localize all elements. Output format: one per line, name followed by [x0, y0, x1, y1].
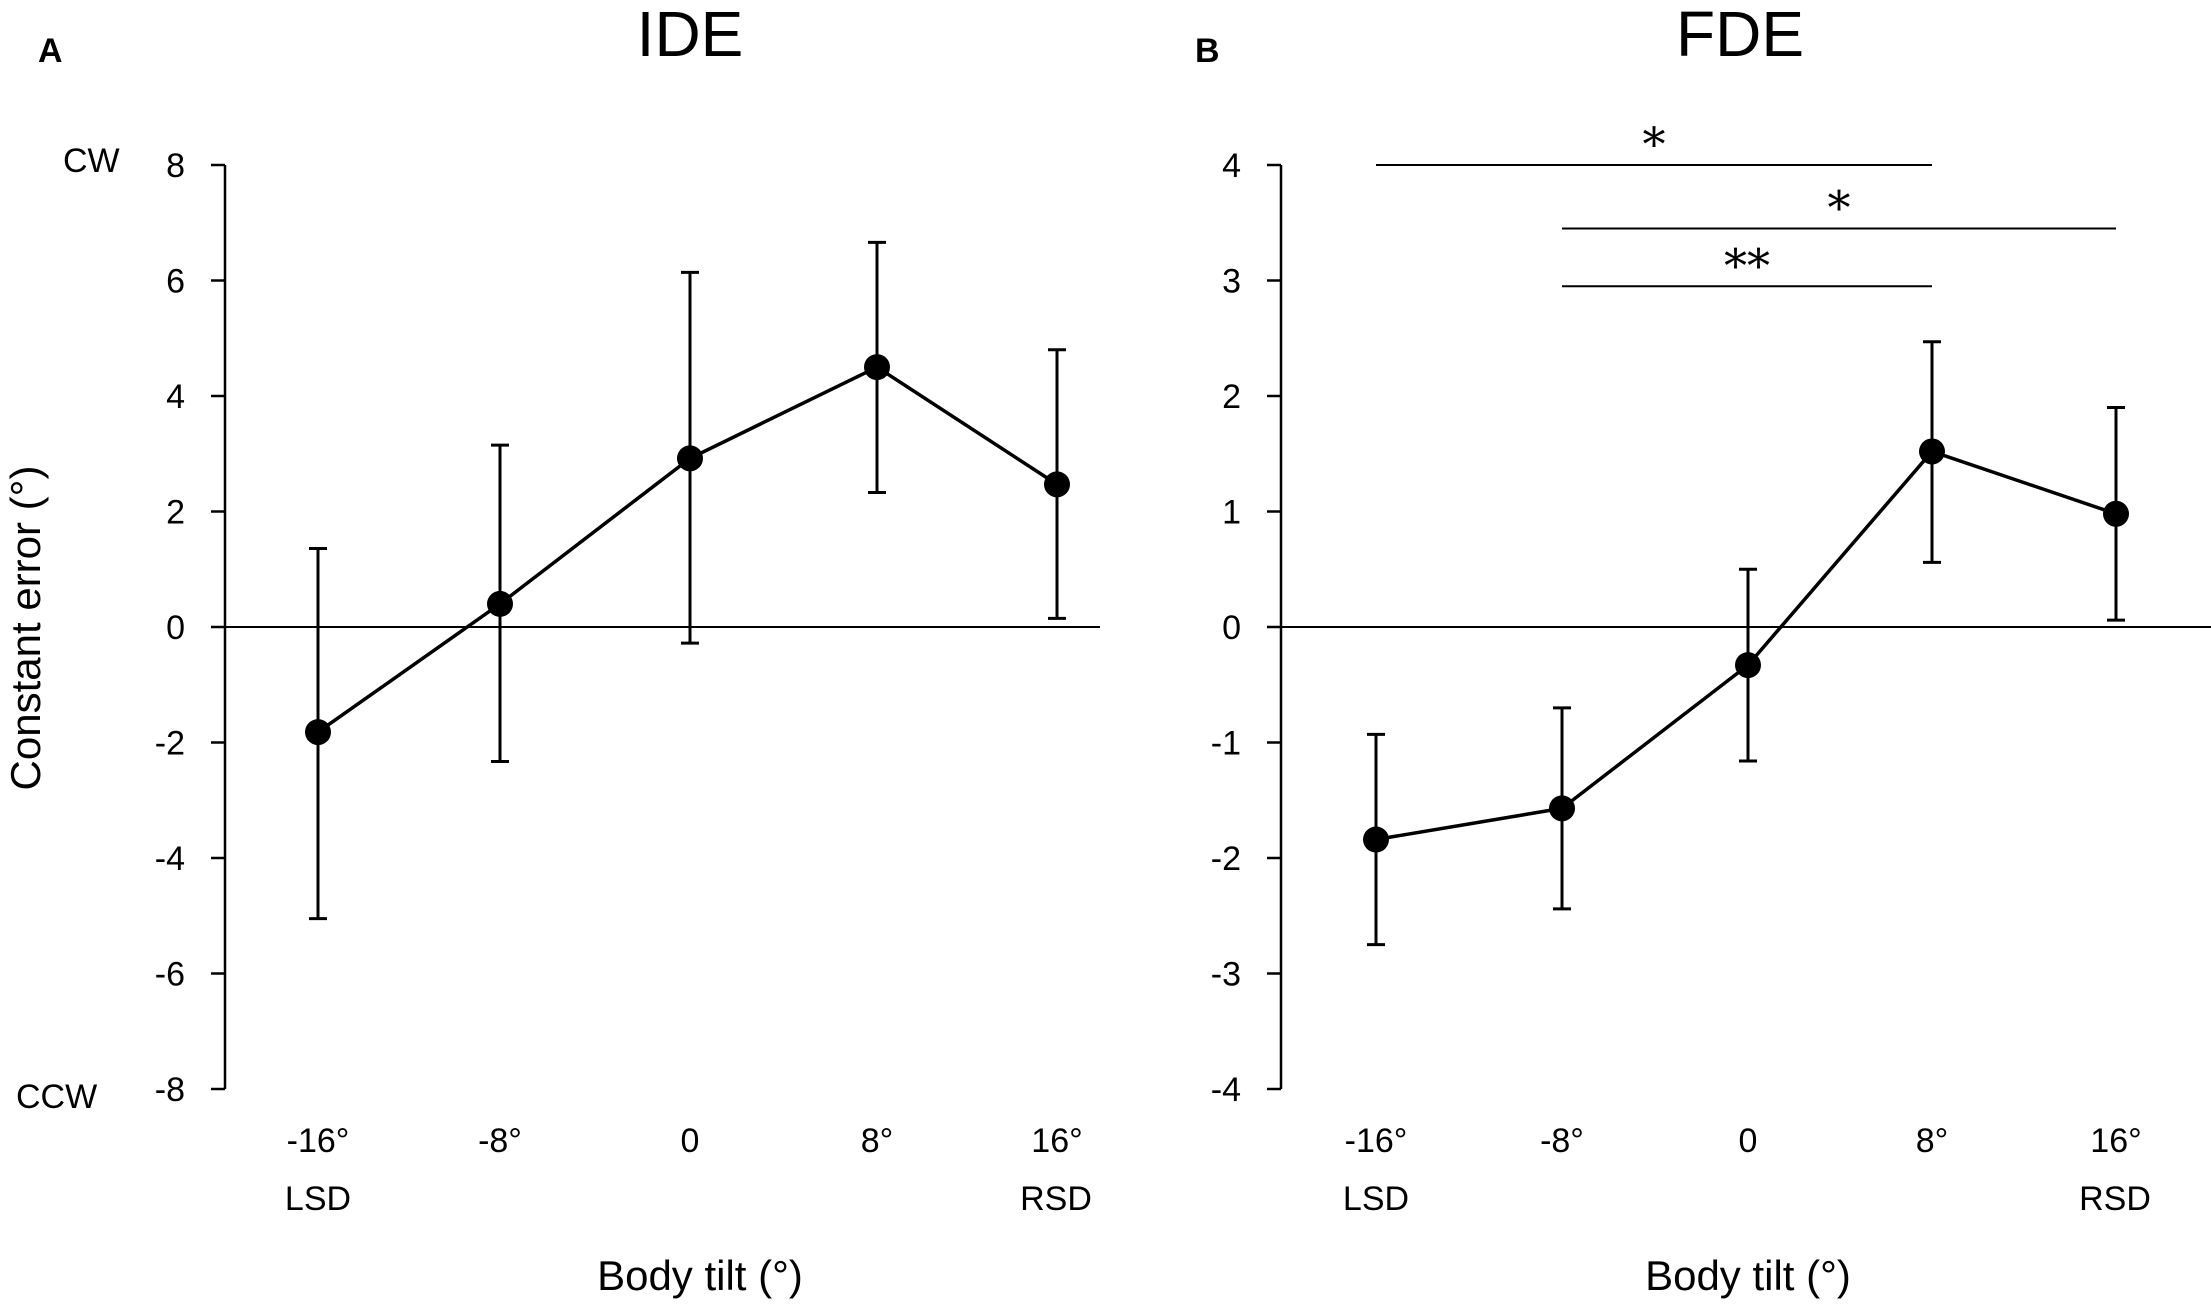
panel-a-y-tick-label: -4	[155, 840, 185, 878]
panel-b-x-tick-label: 8°	[1916, 1122, 1949, 1160]
panel-b-data-point	[2103, 500, 2129, 527]
panel-b-y-tick-label: 0	[1222, 609, 1241, 647]
panel-a-x-tick-label: -8°	[478, 1122, 522, 1160]
panel-b-y-tick-label: -1	[1211, 725, 1241, 763]
panel-b-letter: B	[1195, 32, 1220, 70]
panel-b-data-point	[1363, 826, 1389, 853]
panel-a-y-tick-label: 2	[166, 494, 185, 532]
panel-b-y-tick-label: -4	[1211, 1071, 1241, 1109]
panel-b-significance-label: *	[1828, 181, 1851, 235]
panel-b-series-line	[1375, 449, 2117, 842]
panel-a-y-tick-label: -2	[155, 725, 185, 763]
panel-a-data-point	[677, 445, 703, 472]
panel-a-data-point	[864, 354, 890, 381]
panel-a-data-point	[305, 719, 331, 746]
panel-a-x-tick-label: 16°	[1031, 1122, 1082, 1160]
panel-a-ylabel-top: CW	[63, 142, 120, 180]
panel-a-y-tick-label: 0	[166, 609, 185, 647]
panel-b-y-tick-label: -2	[1211, 840, 1241, 878]
panel-a-plot: 8 6 4 2 0 -2 -4 -6 -8 -16° -8° 0 8° 16°	[155, 147, 1100, 1160]
panel-b-data-point	[1919, 438, 1945, 465]
panel-b-data-point	[1549, 795, 1575, 822]
panel-b-significance-label: **	[1724, 238, 1770, 292]
panel-b-x-tick-label: -16°	[1345, 1122, 1408, 1160]
panel-b-y-tick-label: -3	[1211, 956, 1241, 994]
panel-a-ylabel: Constant error (°)	[2, 466, 49, 791]
panel-b-x-tick-label: -8°	[1540, 1122, 1584, 1160]
panel-b-x-tick-label: 0	[1739, 1122, 1758, 1160]
panel-a-y-tick-label: 6	[166, 263, 185, 301]
panel-a-data-point	[487, 590, 513, 617]
panel-a-x-tick-label: -16°	[287, 1122, 350, 1160]
panel-a-letter: A	[38, 32, 63, 70]
panel-a-x-side-right: RSD	[1020, 1180, 1092, 1218]
panel-b-x-side-right: RSD	[2079, 1180, 2151, 1218]
panel-a-title: IDE	[637, 0, 744, 70]
panel-a-y-tick-label: -6	[155, 956, 185, 994]
panel-b-y-tick-label: 1	[1222, 494, 1241, 532]
panel-b-y-tick-label: 3	[1222, 263, 1241, 301]
panel-a-y-tick-label: 8	[166, 147, 185, 185]
panel-b-xlabel: Body tilt (°)	[1645, 1252, 1851, 1299]
panel-a-ylabel-bottom: CCW	[16, 1078, 97, 1116]
panel-a-data-point	[1044, 471, 1070, 498]
panel-a-y-tick-label: 4	[166, 378, 185, 416]
panel-a-x-side-left: LSD	[285, 1180, 351, 1218]
panel-b-y-tick-label: 2	[1222, 378, 1241, 416]
panel-b-title: FDE	[1676, 0, 1804, 70]
panel-a-x-tick-label: 8°	[861, 1122, 894, 1160]
panel-b-data-point	[1735, 652, 1761, 679]
panel-a-y-tick-label: -8	[155, 1071, 185, 1109]
panel-b-y-tick-label: 4	[1222, 147, 1241, 185]
panel-a-series-line	[316, 365, 1058, 734]
panel-a-x-tick-label: 0	[681, 1122, 700, 1160]
panel-b-x-side-left: LSD	[1343, 1180, 1409, 1218]
panel-a-xlabel: Body tilt (°)	[597, 1252, 803, 1299]
panel-b-significance-label: *	[1643, 117, 1666, 171]
panel-b-x-tick-label: 16°	[2090, 1122, 2141, 1160]
